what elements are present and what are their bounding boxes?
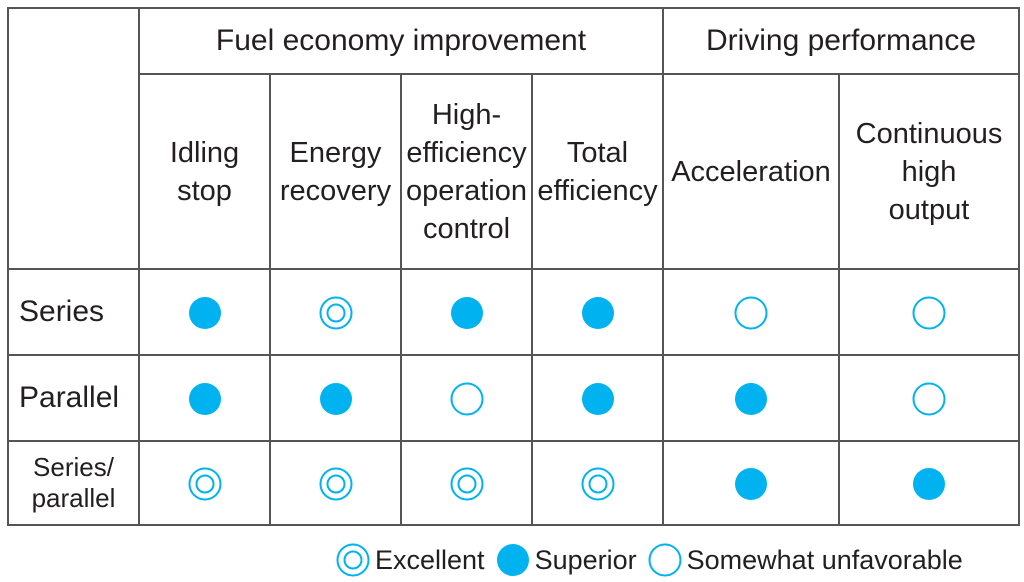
row-label: Series/parallel [7,440,140,526]
excellent-symbol [319,296,352,330]
legend-item: Excellent [336,543,485,577]
excellent-symbol [450,467,483,501]
excellent-symbol [581,467,614,501]
excellent-symbol [319,467,352,501]
rating-cell [838,268,1020,356]
legend-item: Somewhat unfavorable [648,543,963,577]
text-line: efficiency [537,174,658,207]
text-line: efficiency [406,136,527,169]
superior-symbol [913,468,945,501]
table-row: Parallel [7,354,1020,442]
text-line: high [901,155,957,188]
excellent-symbol [188,467,221,501]
text-line: control [422,212,511,245]
comparison-table: Fuel economy improvement Driving perform… [7,7,1020,526]
text-line: recovery [279,174,392,207]
legend: Excellent Superior Somewhat unfavorable [336,540,963,580]
rating-cell [400,354,533,442]
text-line: High- [431,98,502,131]
rating-cell [400,268,533,356]
somewhat-unfavorable-symbol [450,382,483,416]
superior-symbol [450,297,483,330]
somewhat-unfavorable-symbol [912,382,946,416]
legend-item: Superior [496,543,637,577]
table-row: Series [7,268,1020,356]
column-header: Continuous high output [838,73,1020,270]
text-line: Parallel [19,381,120,414]
text-line: parallel [31,483,116,513]
rating-cell [838,440,1020,526]
superior-symbol [188,297,221,330]
column-header: Total efficiency [531,73,664,270]
rating-cell [138,354,271,442]
rating-cell [138,440,271,526]
rating-cell [531,354,664,442]
text-line: output [888,193,970,226]
rating-cell [269,354,402,442]
legend-label: Somewhat unfavorable [686,544,963,575]
corner-cell [7,7,140,270]
rating-cell [269,440,402,526]
text-line: Series [19,295,105,328]
group-header-fuel-economy: Fuel economy improvement [138,7,664,75]
superior-symbol [496,544,529,576]
superior-symbol [581,383,614,416]
text-line: Idling [169,136,240,169]
table-row: Series/parallel [7,440,1020,526]
legend-label: Superior [534,544,637,575]
excellent-symbol [336,543,370,577]
column-header: Acceleration [662,73,840,270]
rating-cell [531,268,664,356]
superior-symbol [735,383,767,416]
rating-cell [400,440,533,526]
text-line: Energy [289,136,382,169]
column-header: Idling stop [138,73,271,270]
superior-symbol [735,468,767,501]
rating-cell [662,440,840,526]
column-header: High-efficiency operation control [400,73,533,270]
rating-cell [138,268,271,356]
superior-symbol [581,297,614,330]
rating-cell [269,268,402,356]
column-header: Energy recovery [269,73,402,270]
text-line: operation [406,174,527,207]
text-line: Continuous [855,117,1003,150]
rating-cell [662,268,840,356]
somewhat-unfavorable-symbol [912,296,946,330]
text-line: Total [566,136,629,169]
text-line: Acceleration [671,155,831,188]
somewhat-unfavorable-symbol [648,543,682,577]
superior-symbol [319,383,352,416]
group-header-driving-performance: Driving performance [662,7,1020,75]
somewhat-unfavorable-symbol [734,296,768,330]
row-label: Parallel [7,354,140,442]
superior-symbol [188,383,221,416]
rating-cell [531,440,664,526]
legend-label: Excellent [375,544,485,575]
rating-cell [662,354,840,442]
rating-cell [838,354,1020,442]
text-line: Series/ [33,452,114,482]
row-label: Series [7,268,140,356]
text-line: stop [177,174,232,207]
